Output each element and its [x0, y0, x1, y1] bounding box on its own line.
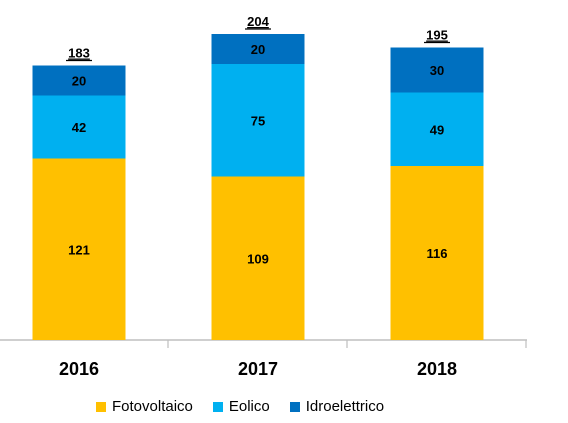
category-label-2017: 2017 — [238, 359, 278, 379]
bar-fotovoltaico-2017 — [211, 176, 305, 340]
total-label-2016: 183 — [68, 46, 90, 61]
legend-item-idroelettrico: Idroelettrico — [289, 398, 385, 415]
bar-fotovoltaico-2016 — [32, 158, 126, 340]
data-label-fotovoltaico-2017: 109 — [247, 251, 269, 266]
data-label-eolico-2017: 75 — [251, 113, 265, 128]
legend-swatch-fotovoltaico — [96, 401, 106, 412]
bar-idroelettrico-2017 — [211, 34, 305, 64]
bar-idroelettrico-2018 — [390, 47, 484, 93]
data-label-idroelettrico-2017: 20 — [251, 42, 265, 57]
legend: Fotovoltaico Eolico Idroelettrico — [96, 398, 384, 415]
category-label-2016: 2016 — [59, 359, 99, 379]
data-label-idroelettrico-2016: 20 — [72, 74, 86, 89]
legend-item-fotovoltaico: Fotovoltaico — [96, 398, 193, 415]
bar-eolico-2016 — [32, 95, 126, 159]
data-label-idroelettrico-2018: 30 — [430, 63, 444, 78]
legend-swatch-eolico — [212, 401, 223, 412]
data-label-eolico-2016: 42 — [72, 120, 86, 135]
legend-label-idroelettrico: Idroelettrico — [305, 398, 385, 415]
category-label-2018: 2018 — [417, 359, 457, 379]
total-label-2018: 195 — [426, 28, 448, 43]
legend-label-eolico: Eolico — [228, 398, 270, 415]
legend-swatch-idroelettrico — [289, 401, 300, 412]
legend-item-eolico: Eolico — [212, 398, 270, 415]
legend-label-fotovoltaico: Fotovoltaico — [112, 398, 193, 415]
bar-idroelettrico-2016 — [32, 65, 126, 96]
data-label-eolico-2018: 49 — [430, 122, 444, 137]
bar-eolico-2018 — [390, 92, 484, 166]
bar-fotovoltaico-2018 — [390, 166, 484, 340]
total-label-2017: 204 — [247, 14, 269, 29]
data-label-fotovoltaico-2018: 116 — [427, 246, 448, 261]
data-label-fotovoltaico-2016: 121 — [68, 242, 90, 257]
bar-eolico-2017 — [211, 64, 305, 177]
